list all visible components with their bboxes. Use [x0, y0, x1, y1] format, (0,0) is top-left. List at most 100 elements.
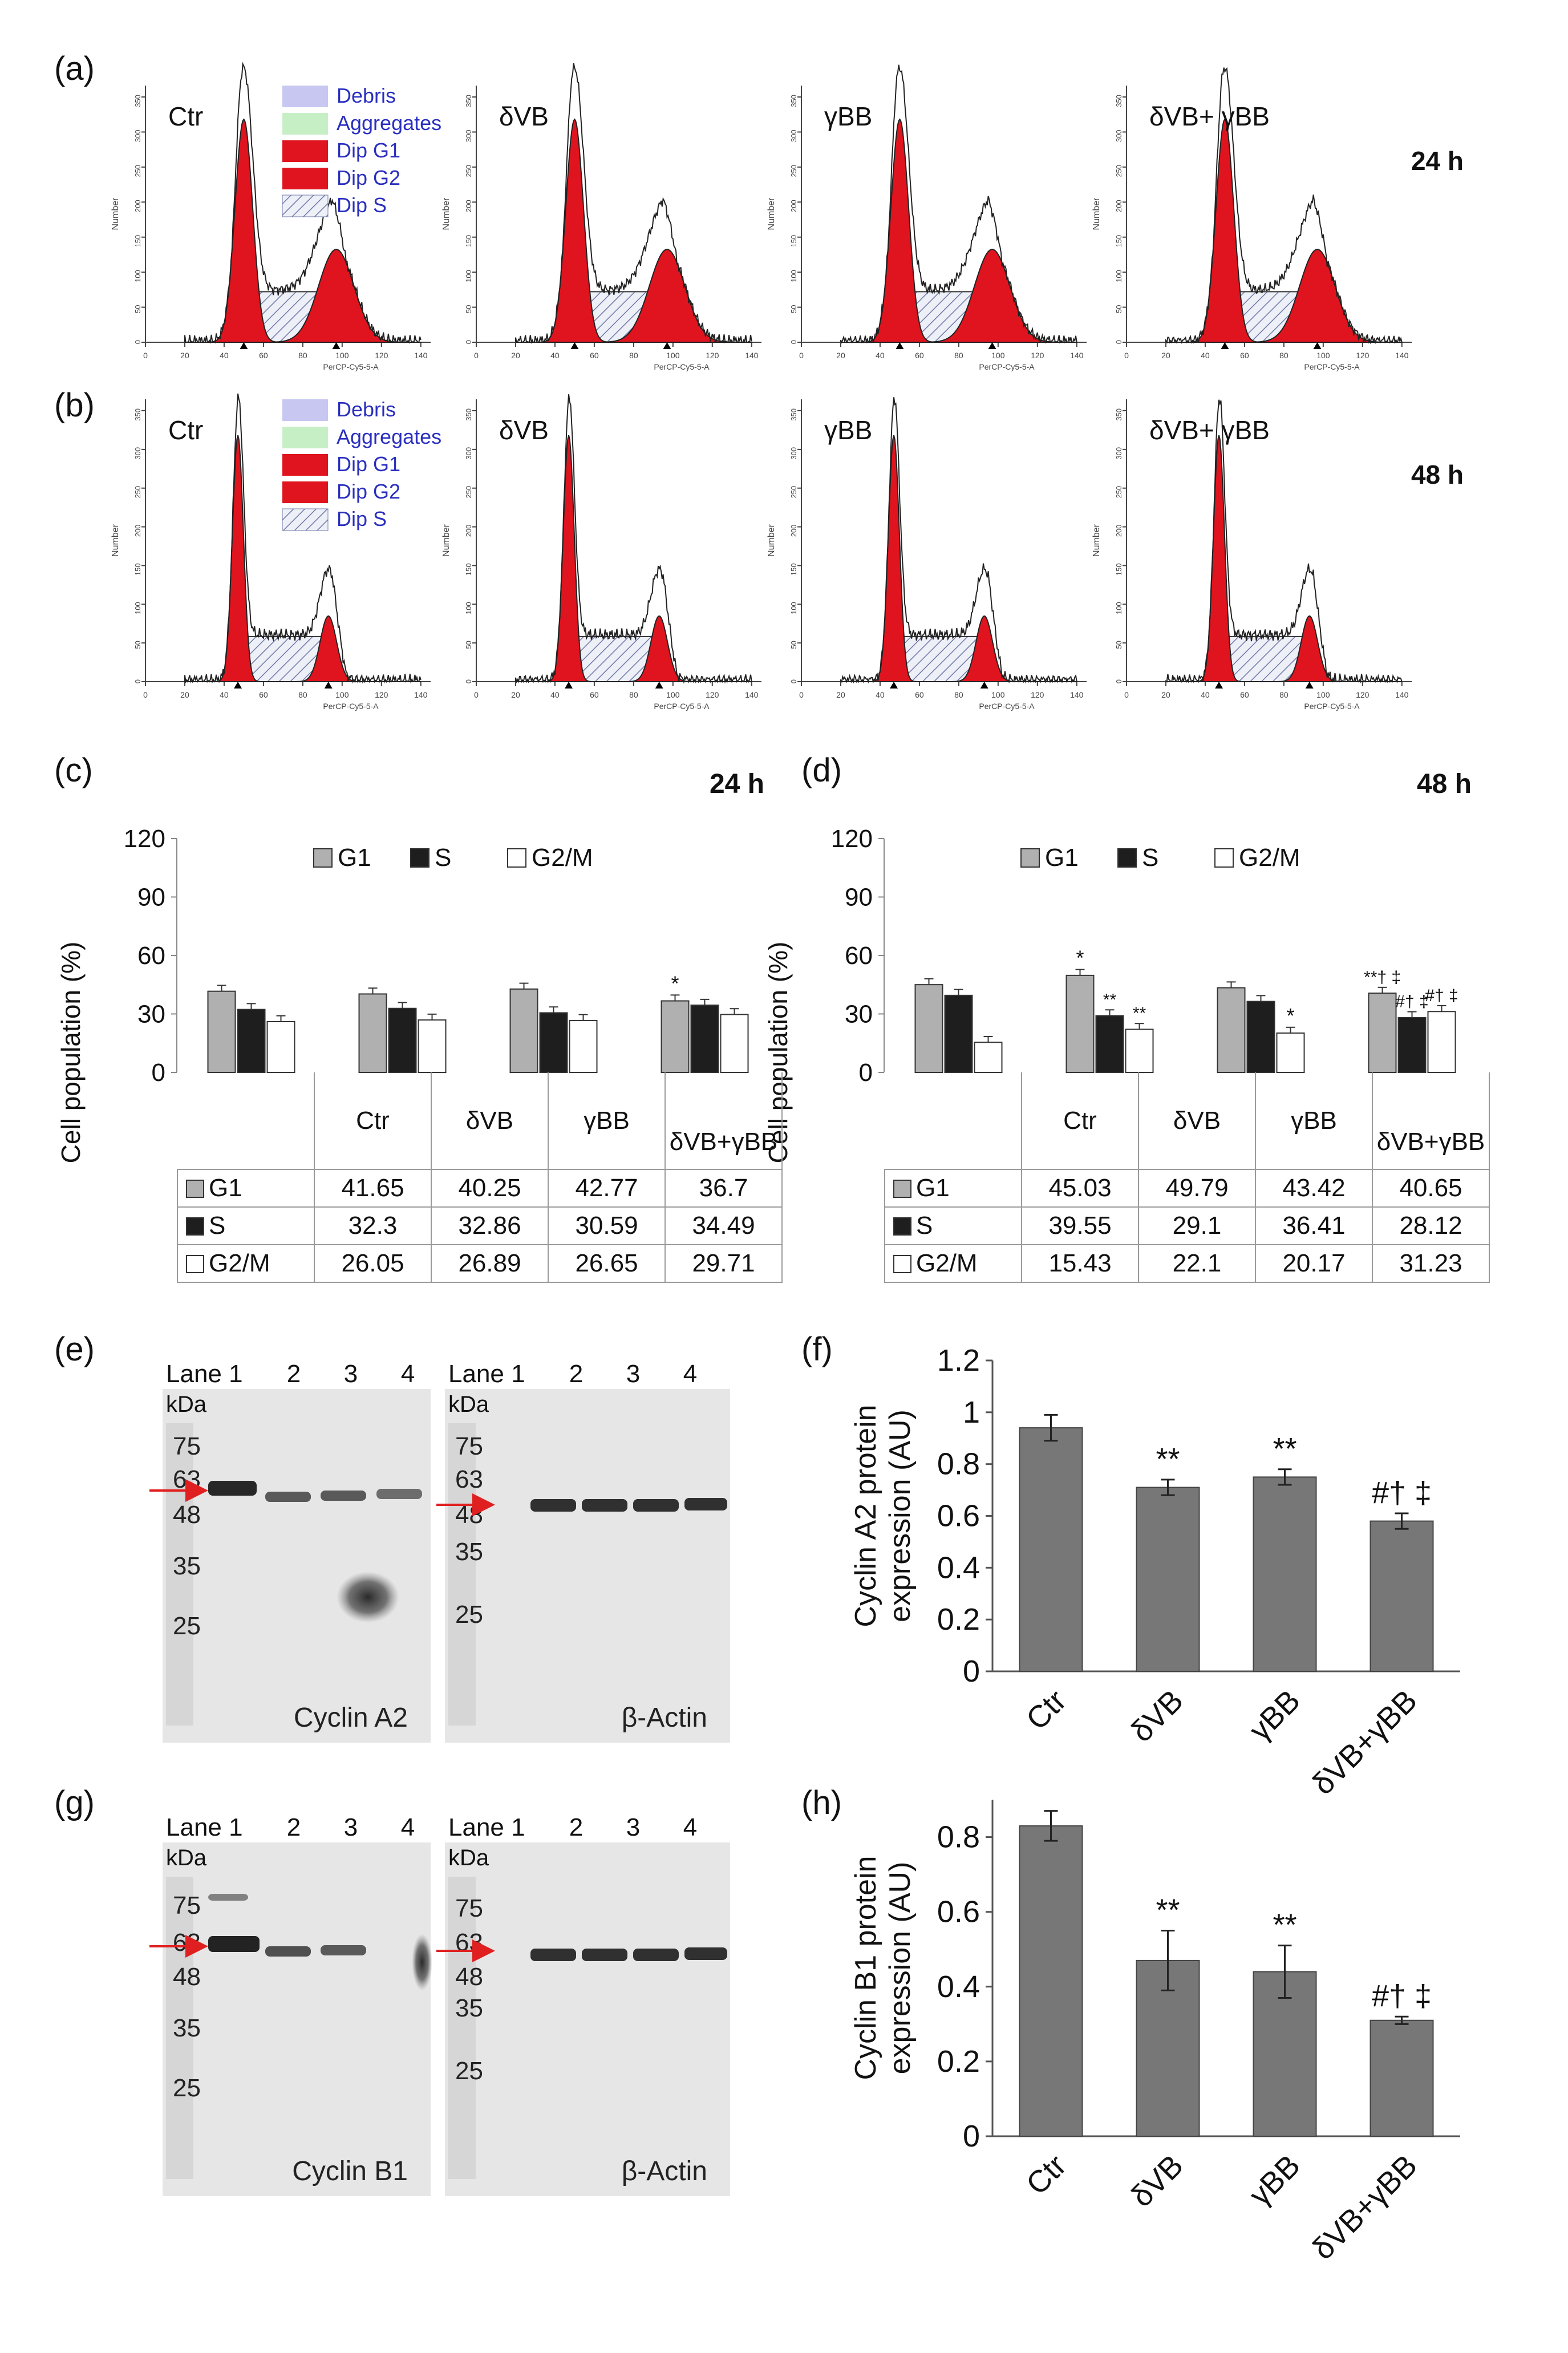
kda-marker: 35 [455, 1994, 483, 2022]
kda-marker: 75 [173, 1892, 201, 1919]
significance-mark: * [1286, 1004, 1294, 1027]
bar [358, 993, 387, 1073]
histogram-outline [184, 62, 422, 344]
histogram-y-tick-label: 300 [789, 129, 798, 142]
significance-mark: ** [1156, 1442, 1180, 1476]
histogram-x-tick-label: 40 [1201, 351, 1210, 360]
legend-label: S [435, 844, 451, 872]
y-tick-label: 30 [845, 1001, 873, 1028]
panel-label: (f) [801, 1331, 833, 1368]
bar [720, 1014, 749, 1074]
blot-membrane [163, 1389, 431, 1743]
histogram-x-axis-label: PerCP-Cy5-5-A [1304, 702, 1360, 711]
western-blot: Lane 1 2 3 4 kDa 75 63 48 35 25 Cyclin A2 [149, 1360, 431, 1743]
lane-header: Lane 1 [166, 1360, 243, 1388]
histogram-outline [1165, 67, 1403, 345]
table-cell: 41.65 [314, 1169, 432, 1208]
bar [1370, 1520, 1434, 1672]
histogram-y-tick-label: 50 [1115, 641, 1123, 649]
bar [509, 988, 538, 1073]
histogram-x-tick-label: 120 [1356, 690, 1370, 699]
x-tick-label: γBB [1243, 1683, 1307, 1747]
legend-label: G1 [338, 844, 371, 872]
histogram-x-tick-label: 0 [1124, 690, 1129, 699]
histogram-outline [840, 397, 1077, 684]
histogram-y-tick-label: 50 [1115, 305, 1123, 313]
y-tick-label: 0.6 [937, 1895, 980, 1929]
y-tick-label: 0 [152, 1059, 165, 1087]
kda-marker: 63 [173, 1465, 201, 1493]
protein-band [376, 1489, 422, 1499]
panel-label: (b) [54, 387, 95, 424]
histogram-x-tick-label: 20 [1161, 690, 1170, 699]
kda-marker: 25 [455, 1601, 483, 1629]
peak-marker [890, 682, 898, 689]
histogram-y-tick-label: 250 [464, 165, 473, 177]
blot-membrane [163, 1842, 431, 2196]
histogram-x-tick-label: 100 [1316, 351, 1330, 360]
table-cell: 26.89 [431, 1244, 549, 1283]
histogram-y-tick-label: 50 [133, 305, 142, 313]
bar [1276, 1032, 1305, 1073]
lane-number: 3 [626, 1360, 640, 1388]
histogram-x-tick-label: 0 [1124, 351, 1129, 360]
legend-swatch [507, 848, 526, 868]
y-tick-label: 0.4 [937, 1550, 980, 1585]
histogram-y-tick-label: 50 [789, 305, 798, 313]
histogram-x-tick-label: 100 [666, 690, 680, 699]
y-tick-label: 0.2 [937, 2044, 980, 2079]
table-cell: 34.49 [665, 1206, 783, 1245]
table-cell: 20.17 [1255, 1244, 1373, 1283]
histogram-x-tick-label: 40 [1201, 690, 1210, 699]
bar [1136, 1487, 1200, 1672]
protein-band [321, 1491, 366, 1501]
panel-label: (h) [801, 1784, 842, 1821]
bar [569, 1019, 598, 1073]
histogram-x-tick-label: 60 [259, 690, 268, 699]
protein-band [530, 1949, 576, 1961]
lane-number: 4 [401, 1813, 415, 1841]
histogram-y-tick-label: 300 [789, 447, 798, 460]
histogram-x-tick-label: 140 [745, 690, 759, 699]
histogram-outline [514, 394, 752, 684]
histogram-y-axis-label: Number [441, 197, 451, 230]
chart-title: 48 h [1417, 769, 1472, 799]
blot-artifact [412, 1934, 432, 1991]
bar [1368, 993, 1397, 1074]
histogram-y-tick-label: 250 [133, 165, 142, 177]
histogram-y-tick-label: 50 [789, 641, 798, 649]
histogram-x-tick-label: 20 [180, 351, 189, 360]
peak-marker [570, 342, 579, 349]
histogram-y-tick-label: 50 [464, 641, 473, 649]
histogram-y-tick-label: 0 [464, 340, 473, 344]
legend-label: Aggregates [337, 111, 441, 135]
histogram-x-tick-label: 100 [335, 690, 349, 699]
histogram-title: γBB [824, 415, 872, 445]
histogram-title: Ctr [168, 102, 203, 131]
histogram-y-tick-label: 0 [133, 679, 142, 683]
bar [661, 1000, 690, 1073]
bar [207, 990, 236, 1073]
histogram-x-tick-label: 60 [590, 690, 599, 699]
histogram-y-tick-label: 100 [789, 602, 798, 614]
protein-band [530, 1499, 576, 1512]
histogram-y-tick-label: 100 [1115, 602, 1123, 614]
histogram-x-tick-label: 100 [666, 351, 680, 360]
marker-ladder [166, 1423, 193, 1726]
x-tick-label: δVB+γBB [1306, 1683, 1424, 1801]
kda-unit: kDa [166, 1845, 207, 1870]
bar [1427, 1011, 1456, 1073]
protein-band [633, 1949, 679, 1961]
histogram-row-time: 48 h [1411, 460, 1464, 489]
protein-band [321, 1945, 366, 1955]
legend-swatch [282, 140, 328, 162]
histogram-outline [840, 64, 1077, 344]
table-cell: 36.41 [1255, 1206, 1373, 1245]
y-axis-label: Cyclin A2 protein [849, 1404, 882, 1627]
table-corner [885, 1072, 1022, 1170]
histogram-x-tick-label: 80 [629, 690, 638, 699]
lane-number: 4 [683, 1360, 697, 1388]
table-header-combo: δVB+γBB [1372, 1072, 1490, 1170]
histogram-x-tick-label: 120 [375, 351, 388, 360]
